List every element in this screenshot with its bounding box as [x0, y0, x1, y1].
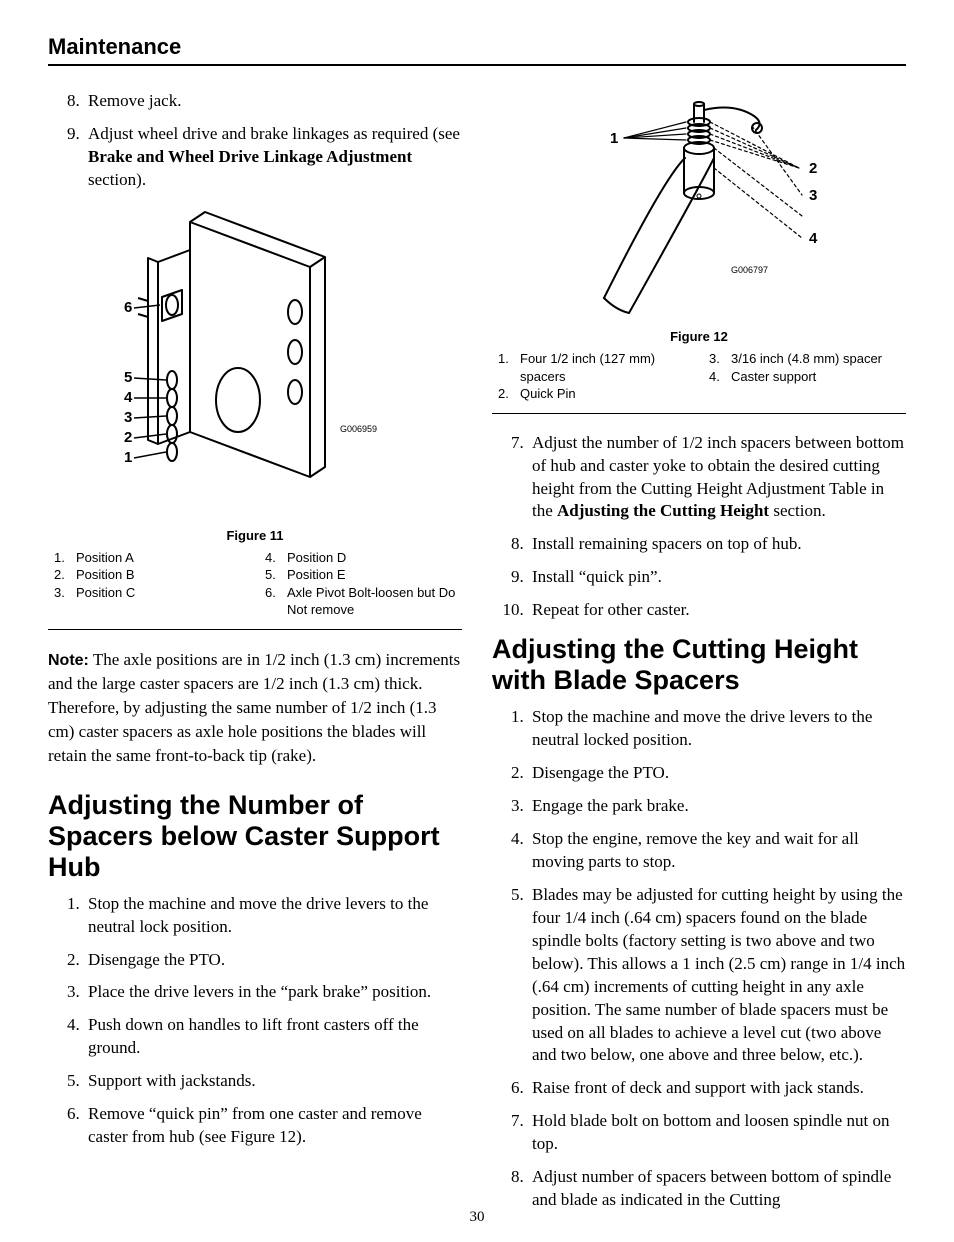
legend-num: 4.	[265, 549, 287, 567]
figure-12: 1 2 3 4 G006797 Figure 12 1.Four 1/2 inc…	[492, 98, 906, 414]
list-item: Support with jackstands.	[84, 1070, 462, 1093]
figure-divider	[492, 413, 906, 414]
callout-2: 2	[124, 429, 132, 446]
list-item: Place the drive levers in the “park brak…	[84, 981, 462, 1004]
legend-text: Four 1/2 inch (127 mm) spacers	[520, 350, 689, 385]
list-item: Blades may be adjusted for cutting heigh…	[528, 884, 906, 1068]
legend-num: 2.	[498, 385, 520, 403]
left-column: Remove jack. Adjust wheel drive and brak…	[48, 90, 462, 1222]
page-number: 30	[0, 1209, 954, 1226]
legend-text: Position A	[76, 549, 134, 567]
legend-text: Position D	[287, 549, 346, 567]
legend-text: Quick Pin	[520, 385, 576, 403]
legend-num: 3.	[54, 584, 76, 602]
list-item: Adjust the number of 1/2 inch spacers be…	[528, 432, 906, 524]
page-title: Maintenance	[48, 34, 906, 66]
figure-divider	[48, 629, 462, 630]
list-item: Push down on handles to lift front caste…	[84, 1014, 462, 1060]
callout-1: 1	[124, 449, 132, 466]
ref-bold: Brake and Wheel Drive Linkage Adjustment	[88, 147, 412, 166]
legend-text: Position C	[76, 584, 135, 602]
list-item: Remove “quick pin” from one caster and r…	[84, 1103, 462, 1149]
legend-num: 3.	[709, 350, 731, 368]
figure-11: 6 5 4 3 2 1 G006959	[48, 202, 462, 630]
ref-bold: Adjusting the Cutting Height	[557, 501, 769, 520]
section-heading-spacers: Adjusting the Number of Spacers below Ca…	[48, 790, 462, 883]
continuation-list-right: Adjust the number of 1/2 inch spacers be…	[492, 432, 906, 623]
legend-num: 1.	[54, 549, 76, 567]
list-item: Repeat for other caster.	[528, 599, 906, 622]
note-text: The axle positions are in 1/2 inch (1.3 …	[48, 650, 460, 765]
callout-1: 1	[610, 130, 618, 147]
blade-spacers-list: Stop the machine and move the drive leve…	[492, 706, 906, 1212]
figure-12-legend: 1.Four 1/2 inch (127 mm) spacers 2.Quick…	[492, 350, 906, 403]
callout-3: 3	[124, 409, 132, 426]
part-number: G006797	[731, 265, 768, 275]
continuation-list: Remove jack. Adjust wheel drive and brak…	[48, 90, 462, 192]
callout-4: 4	[124, 389, 133, 406]
section-heading-blade-spacers: Adjusting the Cutting Height with Blade …	[492, 634, 906, 696]
text: Adjust wheel drive and brake linkages as…	[88, 124, 460, 143]
callout-2: 2	[809, 160, 817, 177]
legend-num: 4.	[709, 368, 731, 386]
legend-num: 6.	[265, 584, 287, 602]
legend-text: Caster support	[731, 368, 816, 386]
legend-text: Axle Pivot Bolt-loosen but Do Not remove	[287, 584, 456, 619]
note-label: Note:	[48, 652, 89, 669]
text: section).	[88, 170, 146, 189]
list-item: Remove jack.	[84, 90, 462, 113]
list-item: Stop the machine and move the drive leve…	[84, 893, 462, 939]
spacers-list: Stop the machine and move the drive leve…	[48, 893, 462, 1149]
callout-6: 6	[124, 299, 132, 316]
list-item: Engage the park brake.	[528, 795, 906, 818]
list-item: Stop the machine and move the drive leve…	[528, 706, 906, 752]
part-number: G006959	[340, 424, 377, 434]
list-item: Install “quick pin”.	[528, 566, 906, 589]
figure-caption: Figure 11	[48, 528, 462, 543]
figure-11-svg: 6 5 4 3 2 1 G006959	[70, 202, 440, 522]
list-item: Adjust wheel drive and brake linkages as…	[84, 123, 462, 192]
text: section.	[769, 501, 826, 520]
legend-text: 3/16 inch (4.8 mm) spacer	[731, 350, 882, 368]
figure-caption: Figure 12	[492, 329, 906, 344]
list-item: Disengage the PTO.	[528, 762, 906, 785]
legend-num: 5.	[265, 566, 287, 584]
callout-4: 4	[809, 230, 818, 247]
legend-num: 1.	[498, 350, 520, 368]
figure-12-svg: 1 2 3 4 G006797	[534, 98, 864, 323]
list-item: Hold blade bolt on bottom and loosen spi…	[528, 1110, 906, 1156]
note: Note: The axle positions are in 1/2 inch…	[48, 648, 462, 768]
callout-5: 5	[124, 369, 132, 386]
legend-num: 2.	[54, 566, 76, 584]
legend-text: Position E	[287, 566, 346, 584]
legend-text: Position B	[76, 566, 135, 584]
list-item: Raise front of deck and support with jac…	[528, 1077, 906, 1100]
list-item: Adjust number of spacers between bottom …	[528, 1166, 906, 1212]
figure-11-legend: 1.Position A 2.Position B 3.Position C 4…	[48, 549, 462, 619]
right-column: 1 2 3 4 G006797 Figure 12 1.Four 1/2 inc…	[492, 90, 906, 1222]
callout-3: 3	[809, 187, 817, 204]
list-item: Install remaining spacers on top of hub.	[528, 533, 906, 556]
list-item: Disengage the PTO.	[84, 949, 462, 972]
list-item: Stop the engine, remove the key and wait…	[528, 828, 906, 874]
